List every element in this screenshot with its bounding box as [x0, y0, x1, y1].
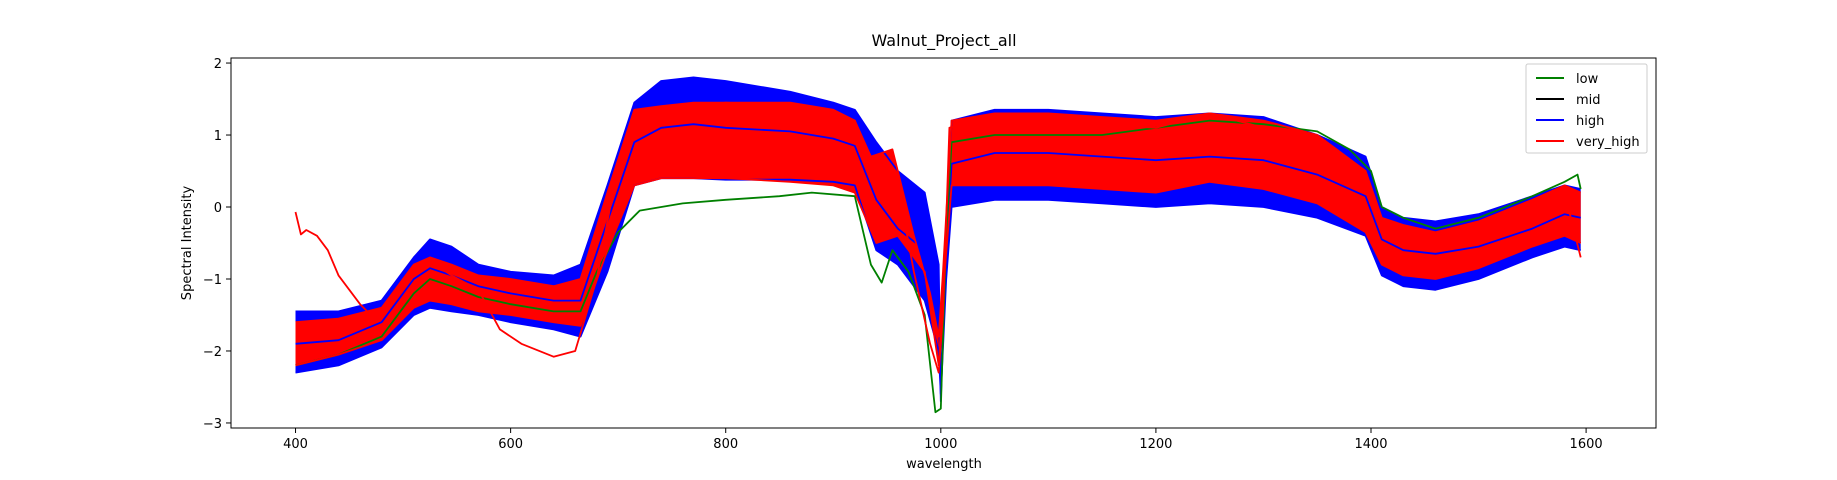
y-axis-ticks: −3 −2 −1 0 1 2: [203, 57, 231, 432]
x-tick-label: 400: [283, 437, 308, 452]
low-line-0: [295, 119, 1582, 414]
x-tick-label: 800: [713, 437, 738, 452]
legend-label-mid: mid: [1576, 93, 1601, 108]
x-axis-label: wavelength: [906, 457, 982, 472]
y-tick-label: 1: [214, 129, 222, 144]
legend: low mid high very_high: [1525, 63, 1648, 154]
y-tick-label: −1: [203, 273, 222, 288]
legend-label-very_high: very_high: [1576, 135, 1640, 150]
high-line-2: [295, 123, 1581, 381]
x-tick-label: 1600: [1570, 437, 1603, 452]
x-axis-ticks: 400 600 800 1000 1200 1400 1600: [283, 428, 1603, 452]
y-tick-label: 0: [214, 201, 222, 216]
very_high-line-2: [295, 101, 1582, 338]
plot-frame: [230, 57, 1657, 429]
very_high-line-1: [295, 177, 1582, 367]
spectra-curves: [294, 76, 1582, 414]
x-tick-label: 1200: [1139, 437, 1172, 452]
legend-box: [1525, 63, 1648, 154]
legend-label-high: high: [1576, 114, 1604, 129]
x-tick-label: 1000: [924, 437, 957, 452]
y-tick-label: −3: [203, 417, 222, 432]
chart-title: Walnut_Project_all: [871, 31, 1016, 51]
y-axis-label: Spectral Intensity: [180, 186, 195, 301]
legend-label-low: low: [1576, 72, 1599, 87]
x-tick-label: 600: [498, 437, 523, 452]
x-tick-label: 1400: [1354, 437, 1387, 452]
very_high-line-0: [294, 101, 1582, 374]
y-tick-label: −2: [203, 345, 222, 360]
y-tick-label: 2: [214, 57, 222, 72]
legend-items: low mid high very_high: [1536, 72, 1640, 150]
